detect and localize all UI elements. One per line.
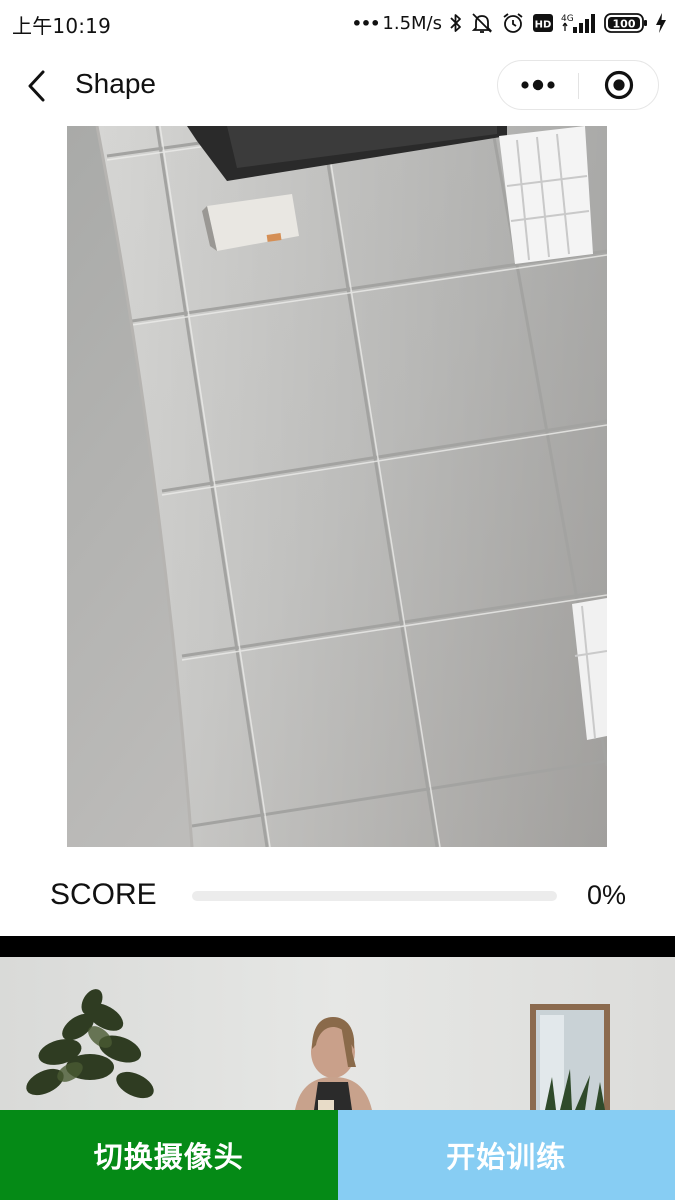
network-speed: 1.5M/s xyxy=(382,12,442,34)
more-dots-icon xyxy=(521,79,555,91)
signal-icon: 4G xyxy=(561,14,595,33)
mini-program-capsule xyxy=(497,60,659,110)
status-bar: 上午10:19 ••• 1.5M/s HD xyxy=(0,0,675,46)
charging-icon xyxy=(656,13,666,33)
back-arrow-icon xyxy=(28,70,45,102)
close-target-icon xyxy=(604,70,634,100)
hd-icon: HD xyxy=(533,14,553,32)
score-label: SCORE xyxy=(50,878,157,911)
bottom-action-bar: 切换摄像头 开始训练 xyxy=(0,1110,675,1200)
back-button[interactable] xyxy=(18,66,58,106)
status-time: 上午10:19 xyxy=(12,14,112,38)
score-row: SCORE 0% xyxy=(0,866,675,928)
navigation-bar: Shape xyxy=(0,46,675,126)
mute-icon xyxy=(471,13,493,33)
capsule-divider xyxy=(578,73,579,99)
battery-icon: 100 xyxy=(604,13,647,33)
status-icons: ••• 1.5M/s HD 4G xyxy=(352,8,667,38)
demo-video-frame xyxy=(0,957,675,1110)
close-button[interactable] xyxy=(579,61,659,109)
alarm-icon xyxy=(503,13,523,33)
more-button[interactable] xyxy=(498,61,578,109)
video-top-border xyxy=(0,936,675,957)
network-type: 4G xyxy=(561,14,574,24)
score-value: 0% xyxy=(586,880,626,910)
camera-feed-image xyxy=(67,126,607,847)
instructor-figure xyxy=(295,1017,372,1110)
camera-preview[interactable] xyxy=(67,126,607,847)
bluetooth-icon xyxy=(450,14,461,32)
battery-level: 100 xyxy=(613,18,636,31)
switch-camera-button[interactable]: 切换摄像头 xyxy=(0,1110,338,1200)
speed-dots-icon: ••• xyxy=(351,13,381,33)
network-speed-indicator: ••• 1.5M/s xyxy=(352,13,442,34)
score-progress-bar xyxy=(192,891,557,901)
demo-video[interactable] xyxy=(0,957,675,1110)
hd-label: HD xyxy=(535,20,552,31)
start-training-button[interactable]: 开始训练 xyxy=(337,1110,675,1200)
page-title: Shape xyxy=(75,68,156,99)
